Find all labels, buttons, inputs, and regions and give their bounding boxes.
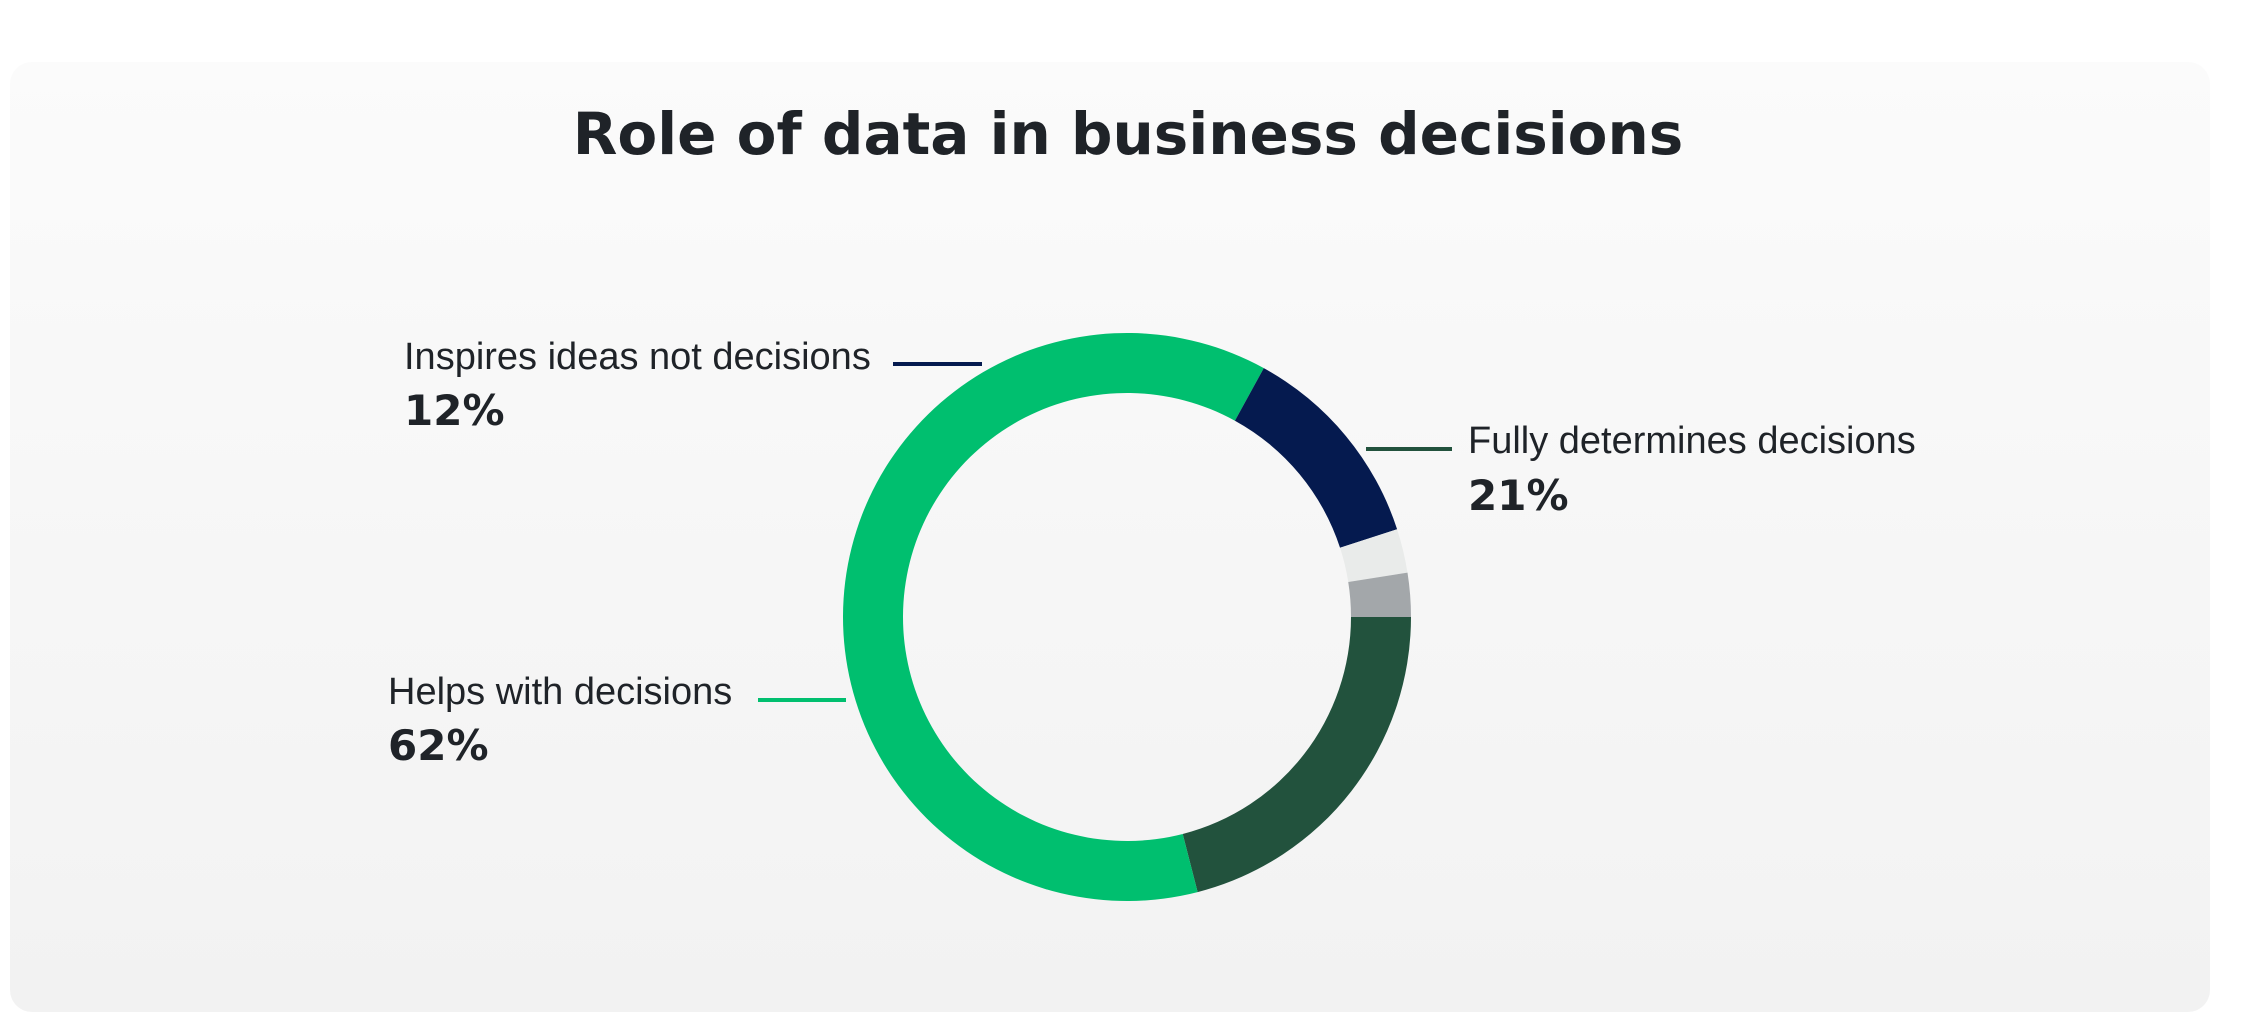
callout-value-helps: 62% [388,721,489,770]
callout-label-helps: Helps with decisions [388,671,732,713]
callout-value-inspires: 12% [404,386,505,435]
donut-slice-other2 [1348,572,1412,617]
donut-slices [842,333,1412,901]
donut-slice-inspires [1234,368,1398,548]
donut-slice-helps [842,333,1264,901]
chart-title: Role of data in business decisions [572,100,1684,168]
donut-slice-other1 [1340,529,1408,582]
donut-slice-fully [1182,617,1411,893]
callout-label-fully: Fully determines decisions [1468,420,1916,462]
callout-value-fully: 21% [1468,471,1569,520]
callout-label-inspires: Inspires ideas not decisions [404,336,871,378]
